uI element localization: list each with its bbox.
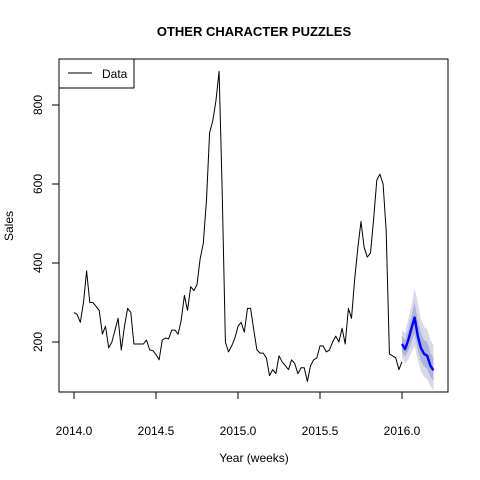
y-tick-label: 800 xyxy=(31,95,45,115)
chart-title: OTHER CHARACTER PUZZLES xyxy=(157,24,352,39)
series-line-forecast xyxy=(400,316,435,372)
x-tick-label: 2015.0 xyxy=(220,424,257,438)
legend: Data xyxy=(58,58,135,89)
legend-label-data: Data xyxy=(102,67,128,81)
x-tick-label: 2014.0 xyxy=(56,424,93,438)
x-tick-label: 2014.5 xyxy=(138,424,175,438)
y-tick-label: 400 xyxy=(31,253,45,273)
x-tick-label: 2015.5 xyxy=(302,424,339,438)
y-tick-label: 600 xyxy=(31,174,45,194)
x-axis-label: Year (weeks) xyxy=(219,451,289,465)
series-layer xyxy=(73,70,435,382)
x-axis: 2014.0 2014.5 2015.0 2015.5 2016.0 xyxy=(56,391,421,438)
y-tick-label: 200 xyxy=(31,332,45,352)
y-axis: 200 400 600 800 xyxy=(31,95,60,352)
series-line-data xyxy=(73,70,403,382)
prediction-band-80 xyxy=(402,302,434,381)
y-axis-label: Sales xyxy=(2,211,16,241)
x-tick-label: 2016.0 xyxy=(384,424,421,438)
